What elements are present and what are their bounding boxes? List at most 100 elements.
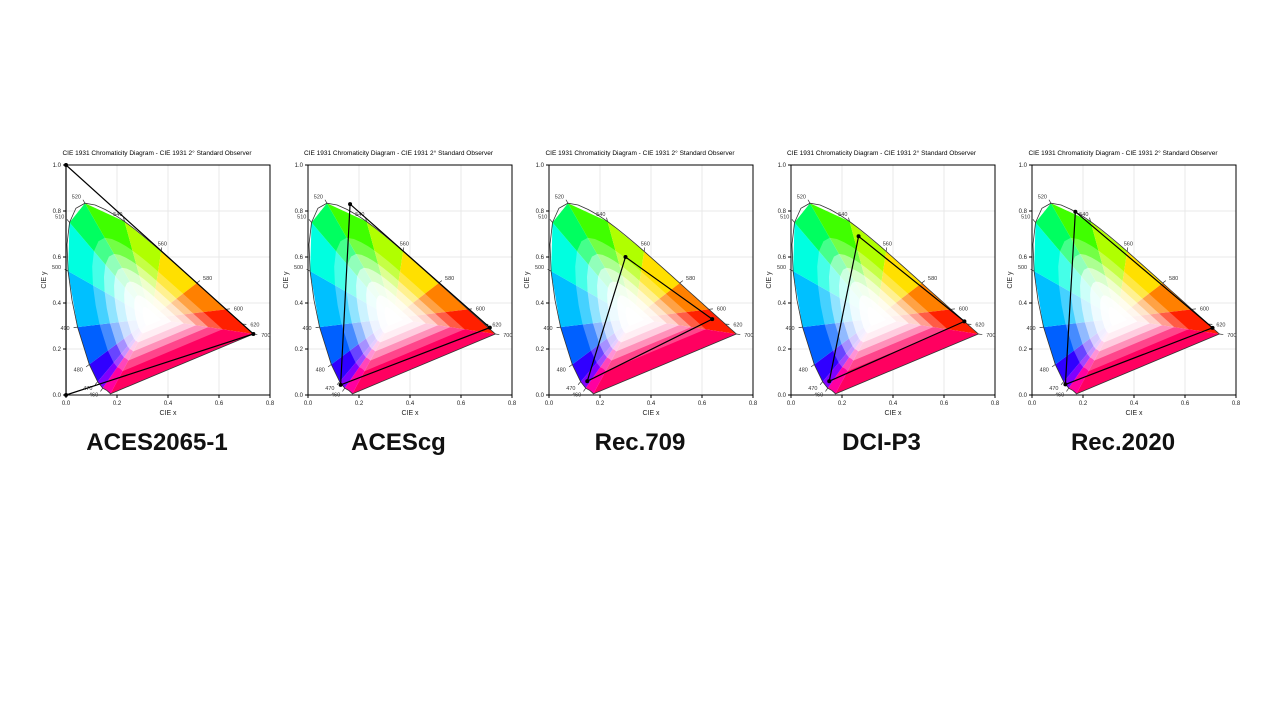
panel-rec709: CIE 1931 Chromaticity Diagram - CIE 1931…: [521, 150, 759, 457]
svg-text:560: 560: [1124, 241, 1133, 247]
svg-text:700: 700: [503, 333, 512, 339]
svg-text:0.0: 0.0: [62, 401, 71, 407]
svg-text:0.6: 0.6: [536, 255, 545, 261]
chromaticity-diagram: 4604704804905005105205405605806006207000…: [280, 159, 518, 419]
svg-text:0.2: 0.2: [777, 347, 786, 353]
svg-text:0.2: 0.2: [354, 401, 363, 407]
panel-caption: Rec.709: [521, 429, 759, 457]
y-axis-label: CIE y: [41, 271, 48, 289]
plot-title: CIE 1931 Chromaticity Diagram - CIE 1931…: [763, 150, 1001, 157]
svg-text:580: 580: [445, 276, 454, 282]
svg-text:0.4: 0.4: [536, 301, 545, 307]
svg-text:470: 470: [1049, 386, 1058, 392]
svg-text:620: 620: [975, 323, 984, 329]
svg-text:0.4: 0.4: [405, 401, 414, 407]
chromaticity-diagram: 4604704804905005105205405605806006207000…: [1004, 159, 1242, 419]
panel-caption: ACES2065-1: [38, 429, 276, 457]
svg-text:520: 520: [72, 194, 81, 200]
svg-text:700: 700: [261, 333, 270, 339]
svg-text:600: 600: [1200, 306, 1209, 312]
svg-text:490: 490: [60, 326, 69, 332]
svg-text:520: 520: [1038, 194, 1047, 200]
svg-text:0.4: 0.4: [1019, 301, 1028, 307]
y-axis-label: CIE y: [766, 271, 773, 289]
svg-text:620: 620: [492, 323, 501, 329]
svg-text:0.4: 0.4: [888, 401, 897, 407]
svg-text:0.0: 0.0: [294, 393, 303, 399]
svg-text:460: 460: [1055, 393, 1064, 399]
svg-text:500: 500: [535, 265, 544, 271]
x-axis-label: CIE x: [642, 410, 660, 417]
svg-text:1.0: 1.0: [53, 163, 62, 169]
svg-text:0.0: 0.0: [1019, 393, 1028, 399]
svg-text:580: 580: [203, 276, 212, 282]
svg-text:0.2: 0.2: [1019, 347, 1028, 353]
svg-text:0.8: 0.8: [749, 401, 758, 407]
svg-text:0.8: 0.8: [536, 209, 545, 215]
plot-title: CIE 1931 Chromaticity Diagram - CIE 1931…: [38, 150, 276, 157]
panel-acescg: CIE 1931 Chromaticity Diagram - CIE 1931…: [280, 150, 518, 457]
svg-text:560: 560: [882, 241, 891, 247]
svg-text:460: 460: [330, 393, 339, 399]
svg-text:700: 700: [986, 333, 995, 339]
svg-text:620: 620: [1216, 323, 1225, 329]
svg-text:510: 510: [780, 214, 789, 220]
svg-text:0.0: 0.0: [777, 393, 786, 399]
svg-text:0.6: 0.6: [939, 401, 948, 407]
svg-text:0.6: 0.6: [1181, 401, 1190, 407]
svg-text:0.0: 0.0: [545, 401, 554, 407]
x-axis-label: CIE x: [159, 410, 177, 417]
svg-text:490: 490: [543, 326, 552, 332]
svg-text:0.8: 0.8: [1232, 401, 1241, 407]
svg-text:490: 490: [1026, 326, 1035, 332]
panel-dcip3: CIE 1931 Chromaticity Diagram - CIE 1931…: [763, 150, 1001, 457]
y-axis-label: CIE y: [1007, 271, 1014, 289]
svg-text:1.0: 1.0: [536, 163, 545, 169]
svg-text:700: 700: [1227, 333, 1236, 339]
svg-text:0.8: 0.8: [777, 209, 786, 215]
svg-text:510: 510: [297, 214, 306, 220]
svg-text:1.0: 1.0: [777, 163, 786, 169]
svg-text:600: 600: [234, 306, 243, 312]
svg-text:0.0: 0.0: [53, 393, 62, 399]
svg-text:480: 480: [557, 367, 566, 373]
svg-text:1.0: 1.0: [294, 163, 303, 169]
svg-text:0.8: 0.8: [53, 209, 62, 215]
svg-text:520: 520: [796, 194, 805, 200]
svg-text:700: 700: [744, 333, 753, 339]
svg-text:1.0: 1.0: [1019, 163, 1028, 169]
x-axis-label: CIE x: [401, 410, 419, 417]
svg-text:480: 480: [798, 367, 807, 373]
panel-rec2020: CIE 1931 Chromaticity Diagram - CIE 1931…: [1004, 150, 1242, 457]
panel-caption: DCI-P3: [763, 429, 1001, 457]
svg-text:0.6: 0.6: [215, 401, 224, 407]
svg-text:490: 490: [302, 326, 311, 332]
svg-text:500: 500: [293, 265, 302, 271]
svg-text:580: 580: [1169, 276, 1178, 282]
plot-title: CIE 1931 Chromaticity Diagram - CIE 1931…: [1004, 150, 1242, 157]
svg-text:0.2: 0.2: [596, 401, 605, 407]
svg-text:460: 460: [89, 393, 98, 399]
svg-text:500: 500: [52, 265, 61, 271]
chromaticity-diagram: 4604704804905005105205405605806006207000…: [38, 159, 276, 419]
svg-text:480: 480: [74, 367, 83, 373]
svg-text:470: 470: [566, 386, 575, 392]
svg-text:520: 520: [555, 194, 564, 200]
svg-text:580: 580: [928, 276, 937, 282]
svg-text:620: 620: [733, 323, 742, 329]
svg-text:480: 480: [1040, 367, 1049, 373]
svg-text:510: 510: [55, 214, 64, 220]
svg-text:0.2: 0.2: [837, 401, 846, 407]
svg-text:510: 510: [538, 214, 547, 220]
svg-text:0.2: 0.2: [294, 347, 303, 353]
svg-text:0.2: 0.2: [1079, 401, 1088, 407]
svg-text:0.8: 0.8: [507, 401, 516, 407]
chromaticity-diagram: 4604704804905005105205405605806006207000…: [763, 159, 1001, 419]
svg-text:0.6: 0.6: [53, 255, 62, 261]
svg-text:0.4: 0.4: [647, 401, 656, 407]
svg-text:470: 470: [808, 386, 817, 392]
panel-row: CIE 1931 Chromaticity Diagram - CIE 1931…: [38, 150, 1242, 457]
plot-title: CIE 1931 Chromaticity Diagram - CIE 1931…: [280, 150, 518, 157]
svg-text:520: 520: [313, 194, 322, 200]
svg-text:0.6: 0.6: [777, 255, 786, 261]
